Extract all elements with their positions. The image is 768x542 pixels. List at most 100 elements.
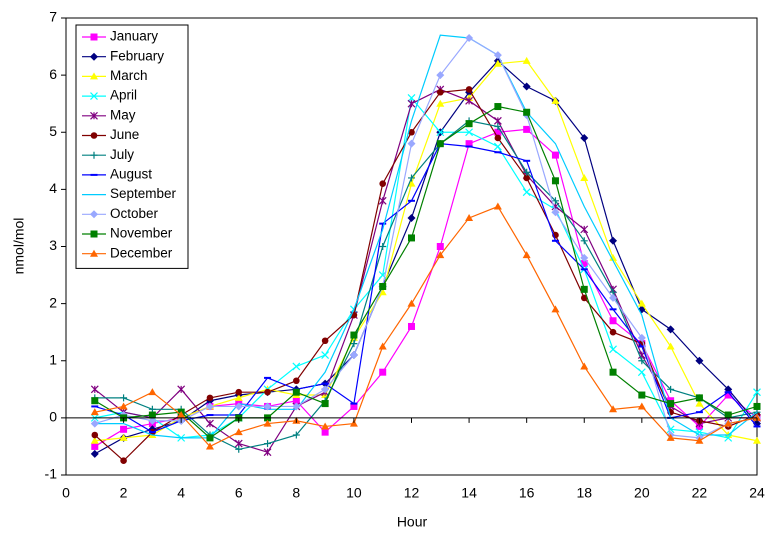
marker: [350, 331, 358, 339]
x-tick-label: 2: [120, 485, 128, 501]
x-tick-label: 20: [634, 485, 650, 501]
series-line: [94, 34, 758, 439]
marker: [436, 140, 444, 148]
legend-marker: [90, 72, 98, 80]
marker: [580, 133, 589, 142]
legend-marker: [90, 92, 98, 101]
marker: [724, 411, 732, 419]
x-tick-label: 14: [461, 485, 477, 501]
marker: [321, 337, 329, 345]
marker: [551, 151, 559, 159]
marker: [580, 294, 588, 302]
marker: [609, 345, 617, 354]
marker: [580, 253, 589, 262]
marker: [756, 411, 759, 414]
marker: [292, 362, 301, 371]
marker: [609, 236, 618, 245]
marker: [408, 174, 415, 182]
marker: [609, 405, 618, 413]
x-tick-label: 0: [62, 485, 70, 501]
legend-marker: [90, 33, 98, 41]
x-tick-label: 22: [692, 485, 708, 501]
marker: [148, 388, 157, 396]
x-tick-label: 8: [292, 485, 300, 501]
marker: [352, 308, 355, 311]
series-line: [94, 96, 758, 439]
marker: [753, 436, 761, 444]
marker: [379, 368, 387, 376]
marker: [177, 385, 186, 394]
marker: [90, 419, 99, 428]
y-axis-label: nmol/mol: [11, 218, 27, 275]
marker: [522, 251, 531, 259]
marker: [523, 168, 531, 176]
marker: [408, 128, 415, 136]
marker: [379, 282, 387, 290]
marker: [321, 385, 330, 394]
x-tick-label: 10: [346, 485, 362, 501]
marker: [263, 419, 272, 427]
marker: [91, 397, 99, 405]
marker: [554, 142, 557, 145]
marker: [321, 428, 329, 436]
legend-label: July: [110, 147, 134, 162]
marker: [264, 388, 271, 396]
marker: [465, 96, 474, 105]
legend-label: April: [110, 88, 137, 103]
marker: [206, 419, 214, 428]
marker: [695, 356, 704, 365]
y-tick-label: 2: [49, 294, 57, 310]
marker: [407, 94, 416, 102]
marker: [263, 448, 272, 457]
marker: [234, 402, 243, 411]
legend-label: December: [110, 245, 173, 260]
marker: [695, 436, 704, 444]
marker: [234, 428, 243, 436]
marker: [350, 402, 358, 410]
y-tick-label: 0: [49, 409, 57, 425]
marker: [493, 59, 502, 67]
series-line: [94, 60, 758, 455]
marker: [465, 86, 473, 93]
marker: [263, 402, 272, 411]
marker: [408, 322, 415, 330]
marker: [407, 213, 416, 222]
marker: [205, 402, 214, 411]
series-line: [94, 105, 758, 439]
legend-marker: [90, 230, 98, 238]
marker: [637, 368, 646, 377]
marker: [637, 402, 646, 410]
marker: [379, 243, 387, 250]
marker: [407, 99, 416, 108]
y-tick-label: 7: [49, 9, 57, 25]
series-line: [94, 120, 758, 450]
marker: [612, 259, 615, 262]
marker: [90, 385, 99, 394]
marker: [465, 120, 473, 128]
marker: [205, 442, 214, 450]
y-tick-label: 1: [49, 351, 57, 367]
marker: [493, 202, 502, 210]
series-line: [94, 143, 758, 433]
marker: [523, 174, 530, 182]
marker: [379, 180, 387, 187]
marker: [292, 397, 300, 405]
marker: [551, 96, 560, 104]
marker: [609, 293, 618, 302]
x-tick-label: 24: [749, 485, 765, 501]
marker: [90, 408, 99, 416]
marker: [436, 128, 445, 137]
marker: [91, 431, 99, 439]
marker: [292, 388, 300, 396]
legend-marker: [90, 249, 98, 257]
marker: [180, 436, 183, 439]
marker: [292, 402, 301, 411]
y-tick-label: 3: [49, 237, 57, 253]
marker: [120, 394, 128, 402]
marker: [609, 253, 618, 261]
legend-marker: [90, 52, 98, 61]
marker: [724, 391, 732, 399]
legend-label: March: [110, 68, 148, 83]
